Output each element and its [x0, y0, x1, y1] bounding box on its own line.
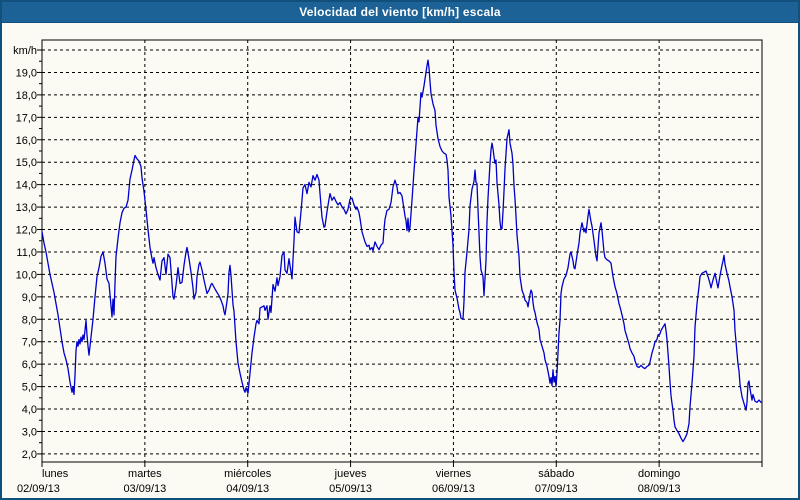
y-axis-label: 13,0: [16, 202, 37, 214]
x-day-label: domingo: [638, 468, 680, 480]
y-axis-label: 8,0: [22, 314, 37, 326]
x-date-label: 06/09/13: [432, 483, 475, 495]
x-date-label: 02/09/13: [17, 483, 60, 495]
y-axis-label: 9,0: [22, 292, 37, 304]
y-axis-label: 14,0: [16, 180, 37, 192]
x-date-label: 03/09/13: [123, 483, 166, 495]
x-day-label: miércoles: [224, 468, 272, 480]
x-day-label: martes: [128, 468, 162, 480]
x-date-label: 08/09/13: [638, 483, 681, 495]
y-axis-label: 11,0: [16, 247, 37, 259]
y-axis-label: 12,0: [16, 225, 37, 237]
x-date-label: 04/09/13: [226, 483, 269, 495]
y-axis-label: 19,0: [16, 67, 37, 79]
chart-title: Velocidad del viento [km/h] escala: [299, 5, 501, 19]
y-axis-label: 16,0: [16, 135, 37, 147]
y-axis-label: 7,0: [22, 337, 37, 349]
title-bar: Velocidad del viento [km/h] escala: [2, 2, 798, 23]
y-axis-label: 18,0: [16, 90, 37, 102]
y-axis-label: 5,0: [22, 382, 37, 394]
x-day-label: sábado: [538, 468, 574, 480]
x-date-label: 07/09/13: [535, 483, 578, 495]
y-axis-label: 15,0: [16, 157, 37, 169]
y-axis-label: 4,0: [22, 404, 37, 416]
plot-border: [41, 39, 763, 463]
x-date-label: 05/09/13: [329, 483, 372, 495]
x-day-label: viernes: [436, 468, 472, 480]
y-axis-unit-label: km/h: [13, 45, 37, 57]
y-axis-label: 10,0: [16, 269, 37, 281]
x-day-label: jueves: [334, 468, 367, 480]
y-axis-label: 6,0: [22, 359, 37, 371]
y-axis-label: 3,0: [22, 426, 37, 438]
y-axis-label: 17,0: [16, 112, 37, 124]
y-axis-label: 2,0: [22, 449, 37, 461]
wind-speed-line: [41, 59, 762, 443]
x-day-label: lunes: [42, 468, 69, 480]
